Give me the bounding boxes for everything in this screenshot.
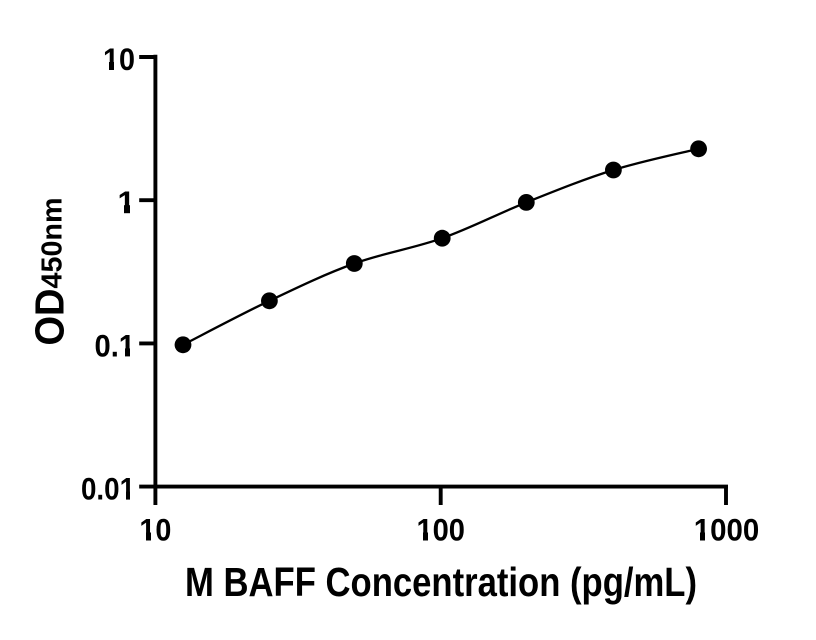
svg-text:M BAFF Concentration (pg/mL): M BAFF Concentration (pg/mL) <box>185 559 697 605</box>
svg-text:1: 1 <box>117 184 135 220</box>
svg-text:0.1: 0.1 <box>95 327 136 363</box>
svg-text:10: 10 <box>139 512 171 548</box>
svg-text:10: 10 <box>103 41 135 77</box>
svg-text:450nm: 450nm <box>37 198 69 289</box>
svg-text:100: 100 <box>416 512 465 548</box>
svg-text:OD: OD <box>27 289 73 346</box>
svg-text:0.01: 0.01 <box>81 471 135 507</box>
svg-text:1000: 1000 <box>694 512 760 548</box>
